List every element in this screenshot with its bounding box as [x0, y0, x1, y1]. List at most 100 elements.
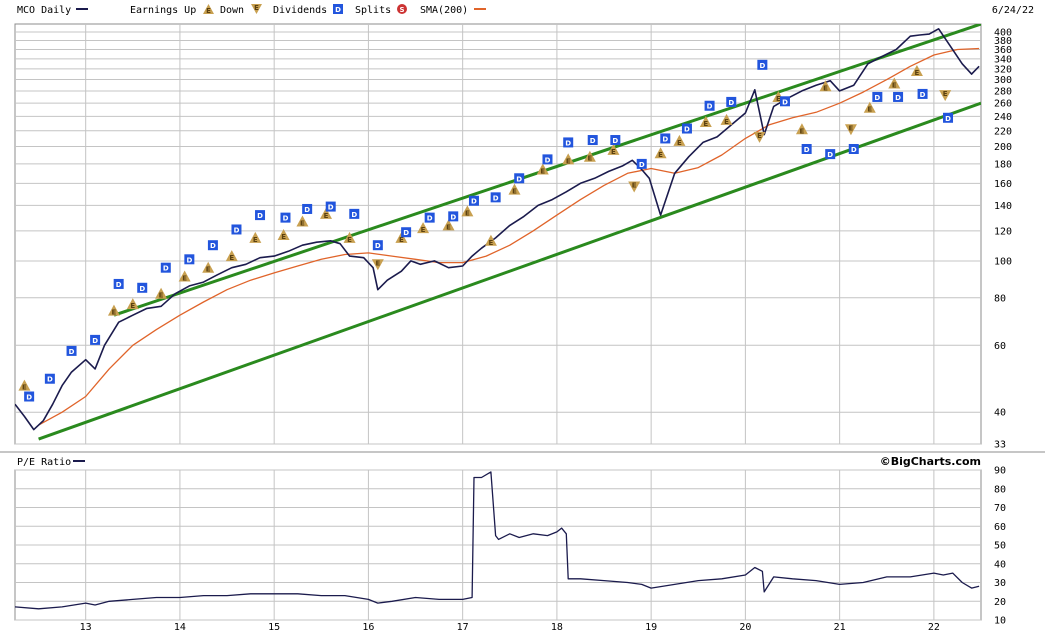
dividend-marker-box — [514, 173, 525, 184]
dividend-marker-label: D — [565, 139, 571, 147]
dividend-marker-box — [137, 282, 148, 293]
earnings-up-triangle — [819, 80, 832, 92]
dividend-marker-box — [943, 112, 954, 123]
main-grid — [15, 24, 981, 445]
dividend-marker: D — [231, 224, 242, 235]
earnings-up-marker: E — [910, 64, 923, 77]
split-icon: S — [397, 4, 407, 14]
y-tick-label: 280 — [994, 86, 1012, 97]
dividend-marker-label: D — [874, 94, 880, 102]
dividend-marker-box — [424, 212, 435, 223]
dividend-marker-box — [893, 91, 904, 102]
earnings-up-marker-label: E — [489, 239, 494, 247]
dividend-marker-box — [704, 100, 715, 111]
earnings-up-marker: E — [607, 143, 620, 156]
dividend-marker: D — [726, 96, 737, 107]
earnings-up-marker-label: E — [421, 226, 426, 234]
earnings-down-triangle — [753, 131, 766, 143]
earnings-up-marker: E — [155, 287, 168, 300]
dividend-marker-box — [231, 224, 242, 235]
earnings-up-marker-label: E — [892, 81, 897, 89]
x-axis: 13 14 15 16 17 18 19 20 21 22 — [80, 622, 940, 633]
svg-text:E: E — [254, 4, 259, 12]
dividend-marker-label: D — [827, 151, 833, 159]
earnings-up-triangle — [508, 183, 521, 195]
dividend-marker-label: D — [92, 337, 98, 345]
svg-text:E: E — [206, 7, 211, 15]
dividend-marker-box — [207, 240, 218, 251]
x-tick-label: 15 — [268, 622, 280, 633]
earnings-up-marker-label: E — [724, 118, 729, 126]
dividend-marker-label: D — [782, 98, 788, 106]
pe-grid — [15, 469, 981, 621]
earnings-up-marker: E — [720, 113, 733, 126]
dividend-marker-box — [848, 143, 859, 154]
dividend-marker-box — [66, 345, 77, 356]
earnings-up-marker: E — [888, 77, 901, 89]
earnings-up-marker: E — [320, 207, 333, 220]
earnings-up-marker-label: E — [658, 151, 663, 159]
dividend-marker-label: D — [895, 94, 901, 102]
dividend-marker: D — [280, 212, 291, 223]
earnings-up-marker: E — [819, 80, 832, 92]
earnings-up-marker-label: E — [776, 95, 781, 103]
dividend-marker-label: D — [69, 348, 75, 356]
earnings-up-triangle — [417, 222, 430, 234]
dividend-marker: D — [184, 254, 195, 265]
dividend-marker-box — [349, 208, 360, 219]
brand-label: ©BigCharts.com — [880, 455, 981, 468]
sma-label: SMA(200) — [420, 5, 468, 16]
dividend-marker-box — [490, 192, 501, 203]
y-tick-label: 20 — [994, 597, 1006, 608]
earnings-up-marker: E — [442, 219, 455, 231]
earnings-up-marker: E — [863, 101, 876, 114]
earnings-up-triangle — [536, 163, 549, 175]
earnings-up-triangle — [442, 219, 455, 231]
dividend-marker-label: D — [328, 204, 334, 212]
dividend-marker-box — [448, 211, 459, 222]
earnings-down-marker-label: E — [849, 124, 854, 132]
earnings-up-triangle — [673, 134, 686, 146]
dividend-marker-label: D — [804, 146, 810, 154]
dividend-marker: D — [66, 345, 77, 356]
date-label: 6/24/22 — [992, 5, 1034, 16]
y-tick-label: 140 — [994, 201, 1012, 212]
dividend-marker-box — [113, 278, 124, 289]
y-tick-label: 300 — [994, 75, 1012, 86]
chart-header: MCO Daily Earnings Up E Down E Dividends… — [17, 4, 1034, 16]
y-tick-label: 90 — [994, 466, 1006, 477]
earnings-up-marker-label: E — [229, 254, 234, 262]
earnings-down-marker: E — [844, 124, 857, 136]
earnings-up-marker-label: E — [159, 292, 164, 300]
earnings-up-marker: E — [417, 222, 430, 234]
splits-label: Splits — [355, 5, 391, 16]
dividend-marker-label: D — [516, 175, 522, 183]
earnings-up-marker-label: E — [182, 275, 187, 283]
dividend-marker-box — [726, 96, 737, 107]
earnings-down-marker: E — [753, 131, 766, 143]
dividend-marker: D — [325, 201, 336, 212]
dividend-marker: D — [848, 143, 859, 154]
earnings-up-label: Earnings Up — [130, 5, 196, 16]
dividend-marker-box — [825, 149, 836, 160]
dividend-marker: D — [90, 334, 101, 345]
dividend-marker-label: D — [728, 99, 734, 107]
earnings-up-marker: E — [18, 379, 31, 392]
earnings-down-label: Down — [220, 5, 244, 16]
dividend-marker-label: D — [283, 215, 289, 223]
dividend-marker: D — [160, 262, 171, 273]
earnings-up-triangle — [562, 153, 575, 165]
dividend-marker: D — [448, 211, 459, 222]
y-tick-label: 240 — [994, 112, 1012, 123]
x-tick-label: 20 — [739, 622, 751, 633]
y-tick-label: 40 — [994, 408, 1006, 419]
y-tick-label: 340 — [994, 54, 1012, 65]
dividend-marker: D — [207, 240, 218, 251]
earnings-up-triangle — [654, 147, 667, 159]
earnings-up-triangle — [888, 77, 901, 89]
earnings-up-triangle — [320, 207, 333, 219]
earnings-up-marker-label: E — [446, 223, 451, 231]
earnings-up-marker: E — [107, 304, 120, 317]
y-tick-label: 70 — [994, 503, 1006, 514]
